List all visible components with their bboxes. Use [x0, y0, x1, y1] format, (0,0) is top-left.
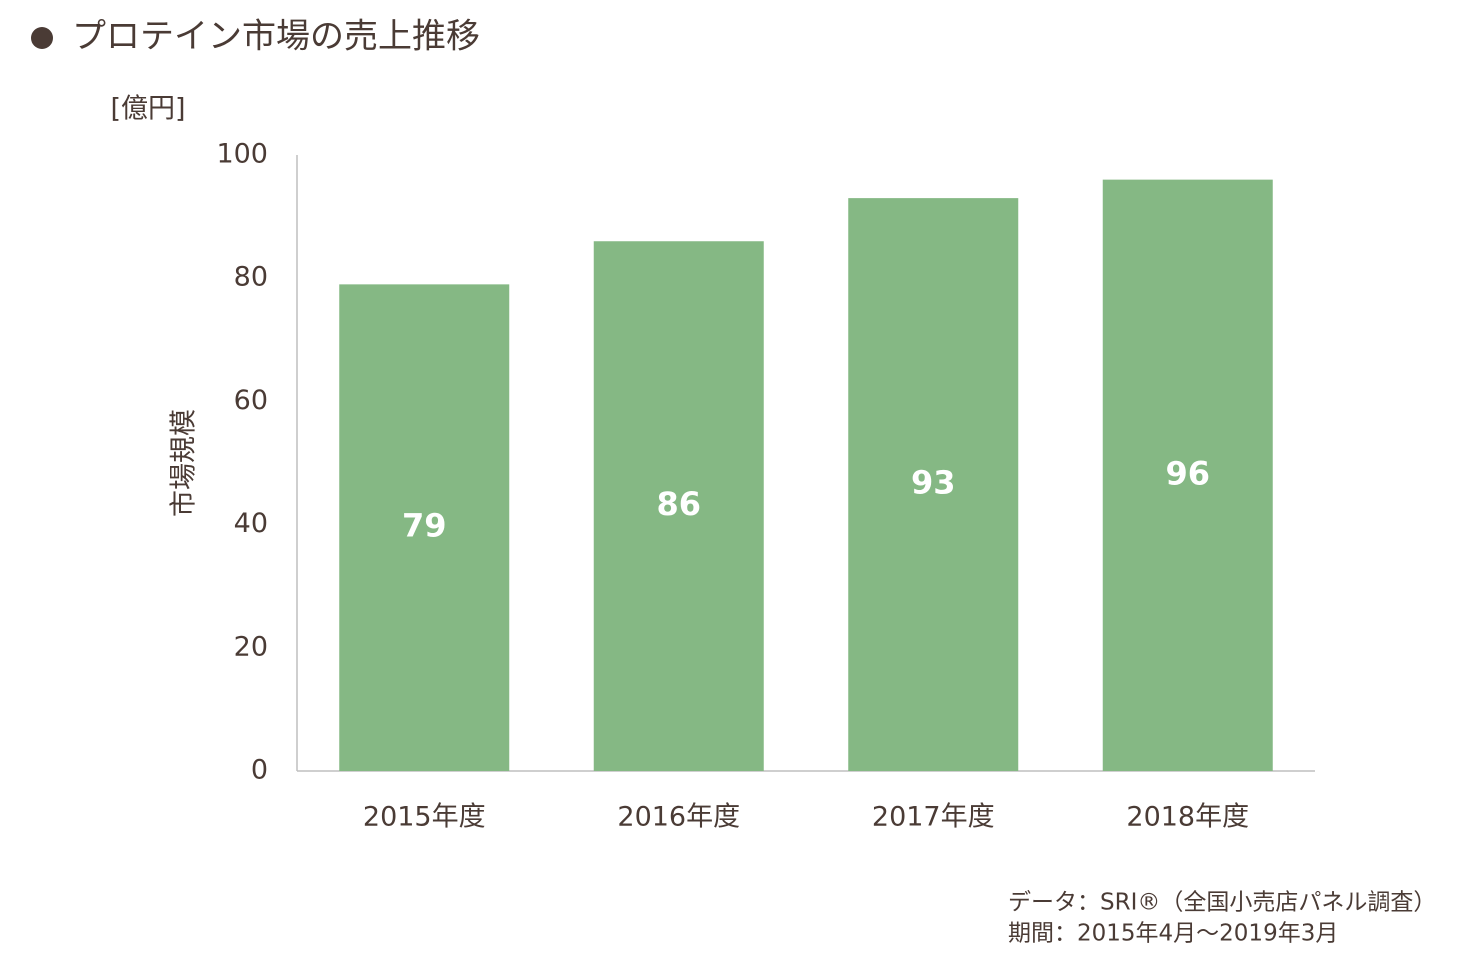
period-note: 期間：2015年4月～2019年3月 — [1008, 921, 1338, 947]
x-tick-label: 2018年度 — [1126, 802, 1249, 833]
title-bullet — [31, 27, 53, 49]
source-note: データ：SRI®（全国小売店パネル調査） — [1008, 890, 1436, 916]
value-label: 86 — [656, 485, 701, 523]
y-tick-label: 80 — [234, 262, 268, 293]
x-tick-label: 2016年度 — [617, 802, 740, 833]
y-tick-label: 100 — [216, 139, 268, 170]
x-tick-label: 2015年度 — [363, 802, 486, 833]
y-axis-label: 市場規模 — [169, 409, 200, 517]
y-tick-label: 40 — [234, 508, 268, 539]
value-label: 79 — [402, 507, 447, 545]
value-label: 96 — [1165, 454, 1210, 492]
bar — [593, 241, 764, 772]
y-unit: [億円] — [110, 94, 185, 125]
bar — [848, 198, 1019, 771]
bar — [1102, 179, 1273, 771]
x-tick-label: 2017年度 — [872, 802, 995, 833]
bar — [339, 284, 510, 771]
y-tick-label: 60 — [234, 385, 268, 416]
y-tick-label: 0 — [251, 755, 268, 786]
chart-title: プロテイン市場の売上推移 — [72, 17, 480, 57]
value-label: 93 — [911, 464, 956, 502]
y-tick-label: 20 — [234, 631, 268, 662]
